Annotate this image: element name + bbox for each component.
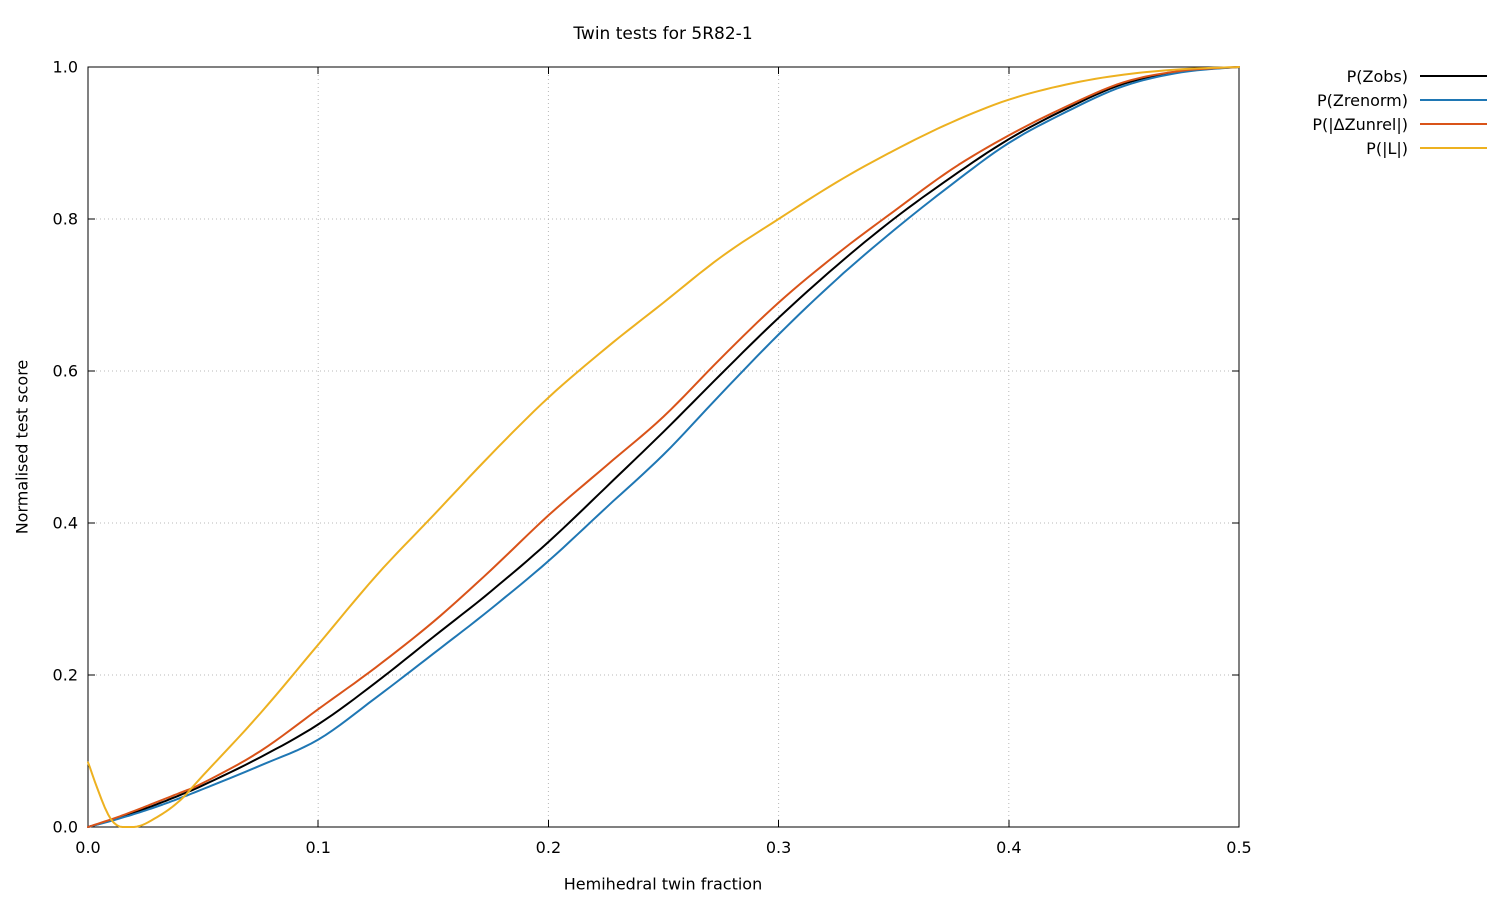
legend-line-swatch: [1420, 75, 1487, 77]
y-axis-label: Normalised test score: [12, 359, 32, 535]
y-tick-label: 0.4: [53, 514, 78, 533]
y-tick-label: 0.0: [53, 818, 78, 837]
legend-item: P(|L|): [1366, 136, 1487, 160]
legend-item: P(Zobs): [1347, 64, 1487, 88]
x-tick-label: 0.0: [75, 838, 100, 857]
legend-line-swatch: [1420, 99, 1487, 101]
x-tick-label: 0.2: [536, 838, 561, 857]
x-axis-label: Hemihedral twin fraction: [563, 874, 763, 894]
y-tick-label: 0.2: [53, 666, 78, 685]
x-tick-label: 0.1: [305, 838, 330, 857]
x-tick-label: 0.4: [996, 838, 1021, 857]
legend-label: P(|L|): [1366, 138, 1408, 158]
legend-item: P(Zrenorm): [1317, 88, 1487, 112]
legend-label: P(|ΔZunrel|): [1312, 114, 1408, 134]
curve-pzrenorm: [87, 66, 1240, 828]
legend-line-swatch: [1420, 123, 1487, 125]
x-tick-label: 0.3: [766, 838, 791, 857]
y-tick-label: 0.6: [53, 362, 78, 381]
legend-label: P(Zrenorm): [1317, 90, 1408, 110]
legend-line-swatch: [1420, 147, 1487, 149]
legend-item: P(|ΔZunrel|): [1312, 112, 1487, 136]
curve-pzobs: [87, 66, 1240, 828]
plot-border: [87, 66, 1240, 828]
legend: P(Zobs) P(Zrenorm) P(|ΔZunrel|) P(|L|): [1312, 64, 1487, 160]
legend-label: P(Zobs): [1346, 66, 1408, 86]
y-tick-label: 0.8: [53, 210, 78, 229]
y-tick-label: 1.0: [53, 58, 78, 77]
curve-pl: [87, 66, 1240, 828]
curve-pzunrel: [87, 66, 1240, 828]
x-tick-label: 0.5: [1226, 838, 1251, 857]
chart-title: Twin tests for 5R82-1: [573, 24, 753, 44]
